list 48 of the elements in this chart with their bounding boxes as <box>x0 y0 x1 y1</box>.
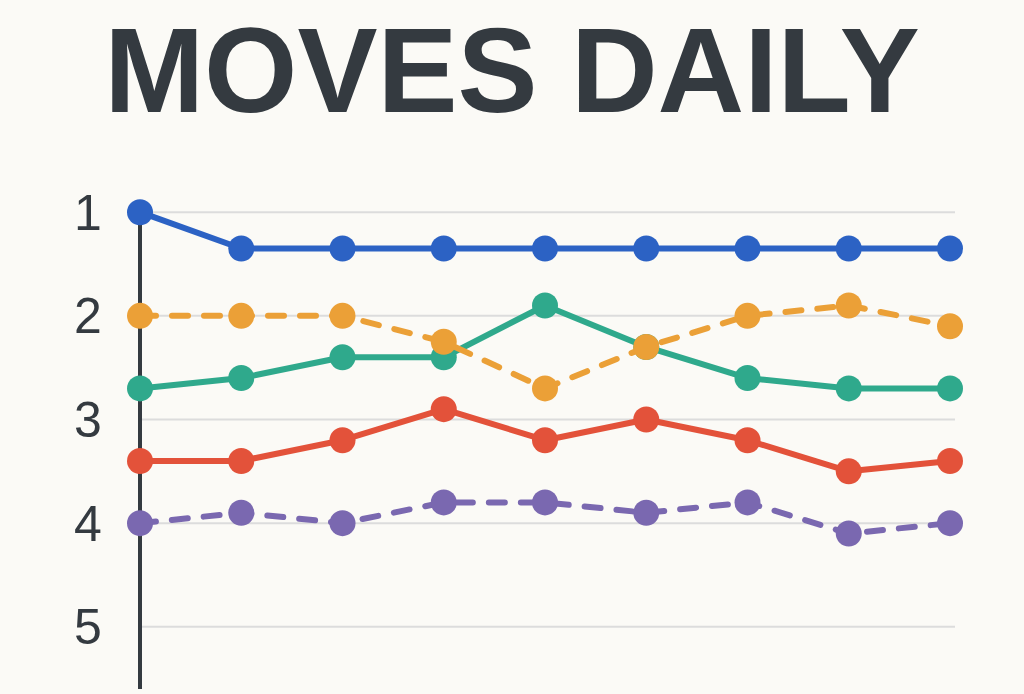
point <box>532 375 558 402</box>
point <box>532 292 558 319</box>
point <box>937 375 963 402</box>
point <box>329 510 356 537</box>
point <box>734 235 761 262</box>
point <box>228 302 255 329</box>
point <box>633 406 660 433</box>
point <box>329 427 356 454</box>
point <box>835 375 862 402</box>
point <box>329 302 356 329</box>
point <box>329 344 356 371</box>
point <box>430 235 457 262</box>
point <box>734 427 761 454</box>
point <box>532 427 558 454</box>
point <box>633 235 660 262</box>
point <box>835 458 862 485</box>
point <box>430 489 457 516</box>
point <box>532 235 558 262</box>
point <box>937 510 963 537</box>
y-tick-label: 2 <box>74 288 102 345</box>
point <box>937 313 963 340</box>
point <box>430 396 457 423</box>
point <box>430 328 457 355</box>
chart-title: MOVES DAILY <box>104 3 920 137</box>
point <box>734 302 761 329</box>
y-tick-label: 4 <box>74 495 102 552</box>
y-tick-label: 1 <box>74 184 102 241</box>
point <box>127 199 153 226</box>
point <box>937 235 963 262</box>
point <box>734 489 761 516</box>
point <box>127 302 153 329</box>
point <box>228 235 255 262</box>
point <box>633 499 660 526</box>
point <box>532 489 558 516</box>
y-tick-label: 5 <box>74 599 102 656</box>
point <box>127 510 153 537</box>
point <box>835 520 862 547</box>
point <box>835 292 862 319</box>
y-tick-label: 3 <box>74 391 102 448</box>
point <box>734 365 761 392</box>
point <box>228 499 255 526</box>
point <box>329 235 356 262</box>
point <box>228 365 255 392</box>
point <box>937 447 963 474</box>
point <box>127 447 153 474</box>
point <box>835 235 862 262</box>
point <box>127 375 153 402</box>
point <box>228 447 255 474</box>
